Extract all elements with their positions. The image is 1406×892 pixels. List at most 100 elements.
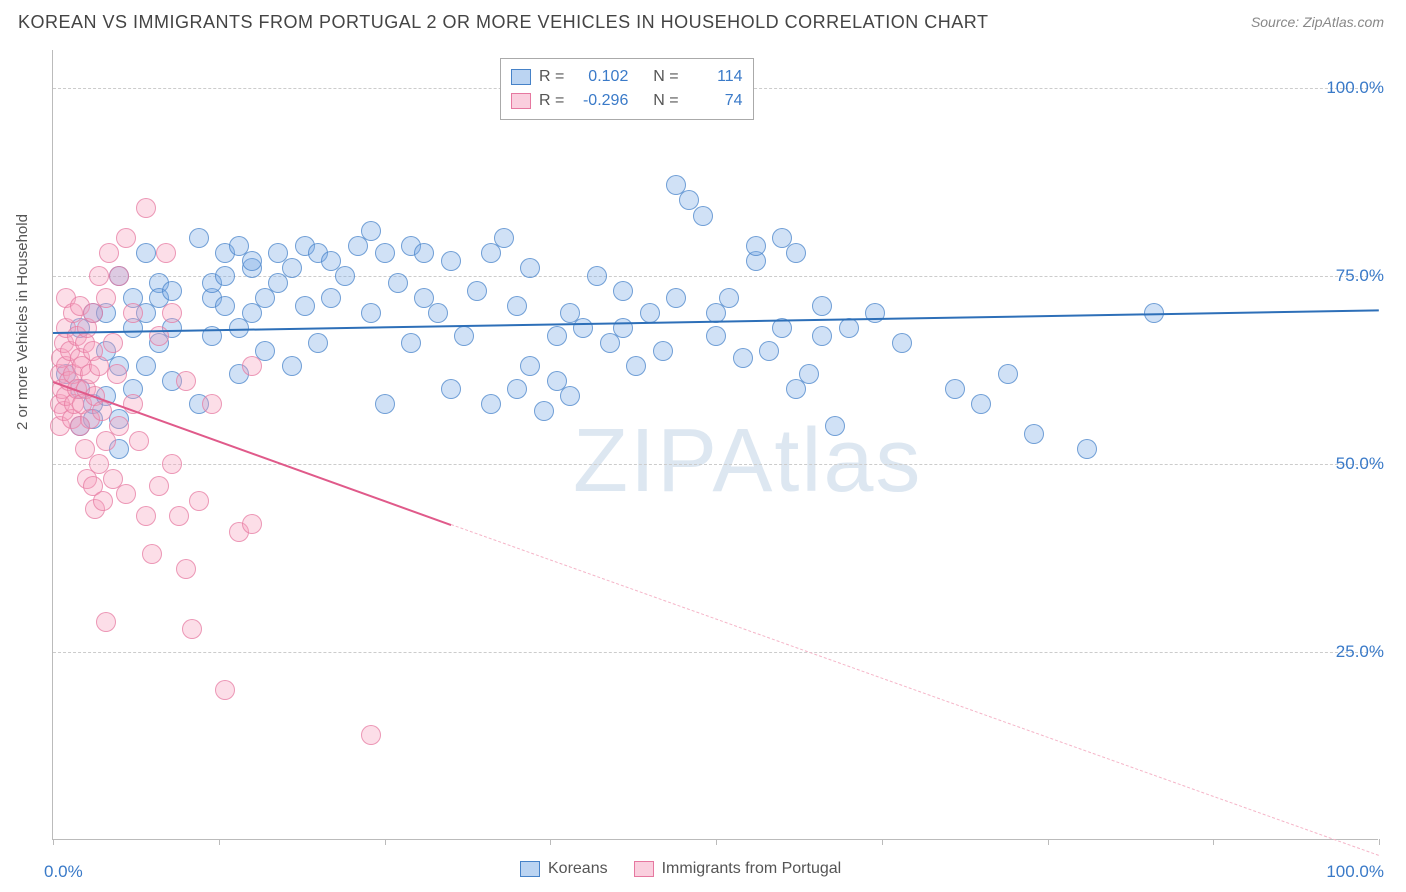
x-tick	[219, 839, 220, 845]
data-point	[733, 348, 753, 368]
data-point	[162, 454, 182, 474]
n-label: N =	[653, 89, 678, 113]
data-point	[454, 326, 474, 346]
data-point	[142, 544, 162, 564]
data-point	[215, 296, 235, 316]
data-point	[361, 303, 381, 323]
data-point	[494, 228, 514, 248]
data-point	[321, 288, 341, 308]
data-point	[361, 221, 381, 241]
x-tick	[1379, 839, 1380, 845]
data-point	[401, 333, 421, 353]
data-point	[189, 491, 209, 511]
x-tick	[53, 839, 54, 845]
data-point	[375, 394, 395, 414]
data-point	[189, 228, 209, 248]
data-point	[103, 333, 123, 353]
data-point	[282, 356, 302, 376]
data-point	[945, 379, 965, 399]
data-point	[156, 243, 176, 263]
x-tick	[882, 839, 883, 845]
data-point	[176, 371, 196, 391]
y-tick-label: 100.0%	[1326, 78, 1384, 98]
swatch-portugal	[634, 861, 654, 877]
n-value-koreans: 114	[687, 65, 743, 89]
data-point	[481, 394, 501, 414]
data-point	[149, 326, 169, 346]
data-point	[136, 243, 156, 263]
data-point	[428, 303, 448, 323]
data-point	[573, 318, 593, 338]
x-tick-min: 0.0%	[44, 862, 83, 882]
scatter-plot-area: ZIPAtlas	[52, 50, 1378, 840]
data-point	[666, 288, 686, 308]
data-point	[534, 401, 554, 421]
legend-row-koreans: R = 0.102 N = 114	[511, 65, 743, 89]
data-point	[136, 198, 156, 218]
data-point	[93, 491, 113, 511]
data-point	[759, 341, 779, 361]
y-tick-label: 75.0%	[1336, 266, 1384, 286]
data-point	[640, 303, 660, 323]
legend-item-portugal: Immigrants from Portugal	[634, 860, 842, 878]
x-tick	[550, 839, 551, 845]
data-point	[786, 243, 806, 263]
data-point	[109, 416, 129, 436]
data-point	[825, 416, 845, 436]
x-tick	[385, 839, 386, 845]
data-point	[202, 394, 222, 414]
chart-title: KOREAN VS IMMIGRANTS FROM PORTUGAL 2 OR …	[18, 12, 988, 33]
data-point	[162, 281, 182, 301]
data-point	[706, 326, 726, 346]
data-point	[295, 296, 315, 316]
x-tick-max: 100.0%	[1326, 862, 1384, 882]
swatch-portugal	[511, 93, 531, 109]
data-point	[467, 281, 487, 301]
data-point	[176, 559, 196, 579]
r-label: R =	[539, 89, 564, 113]
data-point	[520, 356, 540, 376]
data-point	[560, 386, 580, 406]
data-point	[865, 303, 885, 323]
data-point	[96, 288, 116, 308]
legend-label-portugal: Immigrants from Portugal	[662, 860, 842, 878]
r-value-koreans: 0.102	[572, 65, 628, 89]
data-point	[653, 341, 673, 361]
series-legend: Koreans Immigrants from Portugal	[520, 860, 841, 878]
data-point	[89, 266, 109, 286]
data-point	[282, 258, 302, 278]
data-point	[182, 619, 202, 639]
source-attribution: Source: ZipAtlas.com	[1251, 14, 1384, 30]
data-point	[812, 326, 832, 346]
data-point	[388, 273, 408, 293]
data-point	[116, 484, 136, 504]
data-point	[441, 251, 461, 271]
data-point	[96, 612, 116, 632]
x-tick	[1048, 839, 1049, 845]
data-point	[626, 356, 646, 376]
y-axis-label: 2 or more Vehicles in Household	[14, 214, 31, 430]
data-point	[162, 303, 182, 323]
gridline	[53, 464, 1378, 465]
data-point	[547, 326, 567, 346]
regression-line	[451, 524, 1380, 856]
data-point	[839, 318, 859, 338]
data-point	[215, 266, 235, 286]
data-point	[441, 379, 461, 399]
data-point	[169, 506, 189, 526]
data-point	[129, 431, 149, 451]
data-point	[123, 303, 143, 323]
data-point	[308, 333, 328, 353]
data-point	[107, 364, 127, 384]
n-label: N =	[653, 65, 678, 89]
correlation-stats-legend: R = 0.102 N = 114 R = -0.296 N = 74	[500, 58, 754, 120]
data-point	[361, 725, 381, 745]
data-point	[92, 401, 112, 421]
data-point	[812, 296, 832, 316]
data-point	[613, 281, 633, 301]
data-point	[242, 251, 262, 271]
data-point	[799, 364, 819, 384]
data-point	[1077, 439, 1097, 459]
data-point	[116, 228, 136, 248]
r-value-portugal: -0.296	[572, 89, 628, 113]
